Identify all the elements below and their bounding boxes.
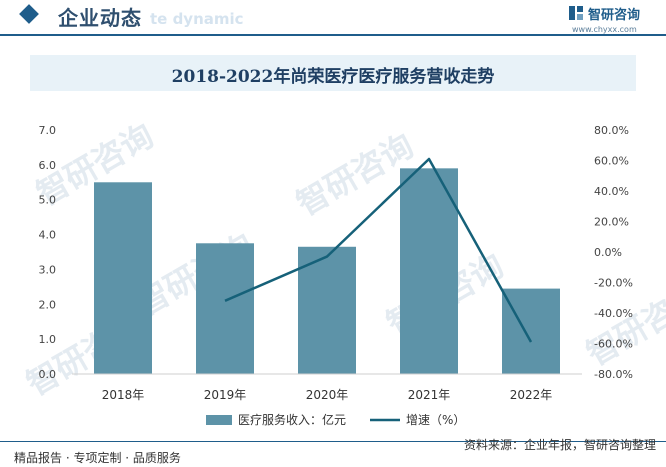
y-right-tick-label: -60.0% [594, 338, 633, 351]
header-ghost-text: te dynamic [150, 10, 244, 28]
bar-3 [298, 246, 356, 374]
legend-label-line: 增速（%） [406, 413, 465, 427]
chart-title-bar: 2018-2022年尚荣医疗医疗服务营收走势 [30, 55, 636, 91]
bar-5 [502, 288, 560, 374]
header-divider [0, 34, 666, 36]
y-left-tick-label: 7.0 [39, 124, 57, 137]
y-left-tick-label: 1.0 [39, 333, 57, 346]
legend-label-bar: 医疗服务收入：亿元 [238, 412, 346, 427]
y-right-tick-label: 40.0% [594, 185, 629, 198]
y-left-tick-label: 2.0 [39, 298, 57, 311]
brand-logo: 智研咨询 www.chyxx.com [568, 4, 664, 34]
y-left-tick-label: 5.0 [39, 194, 57, 207]
y-right-tick-label: 20.0% [594, 216, 629, 229]
brand-url: www.chyxx.com [572, 25, 637, 34]
brand-name: 智研咨询 [588, 8, 641, 23]
source-note: 资料来源：企业年报，智研咨询整理 [463, 438, 656, 452]
x-tick-label: 2022年 [510, 388, 553, 402]
x-tick-label: 2021年 [408, 388, 451, 402]
y-right-tick-label: 80.0% [594, 124, 629, 137]
bar-2 [196, 243, 254, 374]
y-left-tick-label: 4.0 [39, 229, 57, 242]
y-right-tick-label: -40.0% [594, 307, 633, 320]
chart-title: 2018-2022年尚荣医疗医疗服务营收走势 [171, 67, 495, 87]
y-left-tick-label: 3.0 [39, 263, 57, 276]
combo-chart: 0.0 1.0 2.0 3.0 4.0 5.0 6.0 7.0 -80.0% -60.0% -40.… [39, 124, 633, 427]
page-title: 企业动态 [58, 6, 142, 30]
x-tick-label: 2019年 [204, 388, 247, 402]
y-right-tick-label: -80.0% [594, 368, 633, 381]
header: te dynamic 企业动态 智研咨询 www.chyxx.com [0, 0, 666, 34]
y-right-tick-label: 60.0% [594, 155, 629, 168]
bar-4 [400, 168, 458, 374]
y-right-tick-label: 0.0% [594, 246, 622, 259]
brand-mark-icon [569, 6, 583, 20]
bar-1 [94, 182, 152, 374]
x-tick-label: 2020年 [306, 388, 349, 402]
y-left-tick-label: 6.0 [39, 159, 57, 172]
x-tick-label: 2018年 [102, 388, 145, 402]
footer-divider [0, 441, 666, 442]
footer-tagline: 精品报告 · 专项定制 · 品质服务 [14, 451, 181, 465]
y-left-tick-label: 0.0 [39, 368, 57, 381]
growth-line [224, 157, 533, 343]
legend-swatch-bar [206, 415, 232, 425]
y-right-tick-label: -20.0% [594, 277, 633, 290]
